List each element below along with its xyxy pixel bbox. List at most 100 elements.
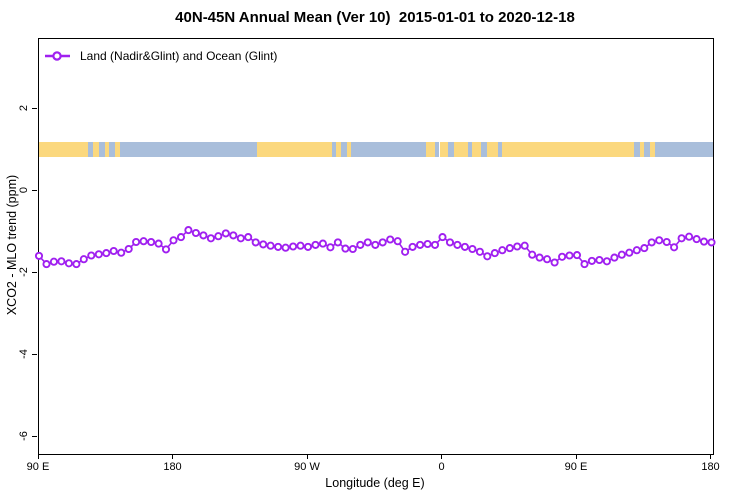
data-point-marker: [311, 240, 320, 249]
data-point-marker: [244, 233, 253, 242]
map-strip-segment-ocean: [467, 141, 473, 158]
data-point-marker: [348, 244, 357, 254]
data-point-marker: [296, 241, 305, 250]
data-point-marker: [632, 246, 641, 255]
y-tick-label: 0: [18, 187, 30, 194]
data-point-marker: [543, 255, 552, 264]
y-tick-label: -6: [18, 431, 30, 442]
data-point-marker: [438, 233, 447, 242]
map-strip-segment-land: [39, 141, 89, 158]
data-point-marker: [498, 246, 507, 255]
x-tick-mark: [441, 454, 442, 459]
map-strip-segment-ocean: [351, 141, 427, 158]
data-point-marker: [558, 252, 567, 261]
map-strip-segment-ocean: [435, 141, 440, 158]
x-tick-label: 180: [701, 461, 720, 473]
data-point-marker: [251, 238, 260, 247]
y-tick-label: 2: [18, 105, 30, 112]
data-point-marker: [341, 244, 350, 253]
data-point-marker: [281, 243, 290, 252]
data-point-marker: [57, 257, 66, 266]
y-tick-mark: [32, 435, 37, 437]
data-point-marker: [580, 260, 589, 269]
legend: Land (Nadir&Glint) and Ocean (Glint): [44, 49, 277, 63]
data-point-marker: [587, 256, 596, 265]
y-tick-label: -4: [18, 349, 30, 360]
data-point-marker: [356, 240, 365, 249]
map-strip-segment-ocean: [340, 141, 347, 158]
data-point-marker: [483, 252, 492, 261]
data-point-marker: [102, 249, 111, 258]
data-point-marker: [513, 242, 522, 251]
data-point-marker: [595, 255, 604, 265]
chart-title: 40N-45N Annual Mean (Ver 10) 2015-01-01 …: [175, 9, 575, 26]
data-point-marker: [662, 237, 671, 247]
data-point-marker: [363, 238, 372, 247]
data-point-marker: [132, 237, 141, 247]
data-point-marker: [259, 240, 268, 249]
map-strip-segment-land: [454, 141, 468, 158]
map-strip-segment-ocean: [98, 141, 105, 158]
map-strip-segment-land: [502, 141, 634, 158]
data-point-marker: [505, 244, 514, 253]
data-point-marker: [625, 248, 634, 257]
map-strip-segment-land: [346, 141, 352, 158]
data-point-marker: [490, 249, 499, 258]
data-point-marker: [423, 239, 432, 249]
x-tick-label: 90 E: [26, 461, 50, 473]
data-point-marker: [699, 237, 709, 246]
data-point-marker: [453, 240, 462, 249]
map-strip-segment-land: [439, 141, 449, 158]
data-point-marker: [79, 255, 88, 264]
data-point-marker: [184, 226, 193, 235]
map-strip-segment-land: [472, 141, 482, 158]
data-point-marker: [692, 235, 701, 244]
data-point-marker: [685, 232, 694, 241]
data-point-marker: [214, 232, 223, 241]
data-point-marker: [333, 238, 342, 247]
data-point-marker: [236, 234, 245, 243]
data-point-marker: [109, 246, 118, 256]
x-tick-mark: [172, 454, 173, 459]
legend-marker-icon: [45, 51, 70, 61]
data-point-marker: [326, 243, 335, 252]
data-point-marker: [221, 229, 230, 238]
data-point-marker: [416, 240, 425, 249]
data-point-marker: [677, 234, 686, 243]
map-strip-segment-ocean: [644, 141, 651, 158]
data-point-marker: [289, 242, 298, 251]
data-point-marker: [64, 259, 73, 268]
data-point-marker: [139, 237, 148, 246]
data-series-svg: [34, 226, 716, 269]
data-point-marker: [386, 235, 395, 244]
data-point-marker: [610, 253, 619, 262]
data-point-marker: [707, 238, 716, 247]
data-point-marker: [475, 247, 484, 256]
map-strip-segment-land: [115, 141, 120, 158]
map-strip-segment-land: [426, 141, 436, 158]
data-point-marker: [565, 251, 574, 260]
data-point-marker: [229, 231, 238, 240]
data-point-marker: [154, 239, 163, 248]
map-strip-segment-ocean: [633, 141, 640, 158]
x-tick-label: 90 W: [294, 461, 320, 473]
data-point-marker: [617, 250, 626, 259]
data-point-marker: [408, 242, 417, 251]
plot-area: Land (Nadir&Glint) and Ocean (Glint): [34, 38, 716, 455]
y-tick-mark: [32, 189, 37, 191]
land-ocean-map-strip: [39, 141, 713, 158]
y-axis-title: XCO2 - MLO trend (ppm): [5, 174, 19, 316]
data-point-marker: [393, 237, 402, 246]
data-point-marker: [318, 239, 327, 248]
map-strip-segment-ocean: [448, 141, 455, 158]
map-strip-segment-land: [487, 141, 498, 158]
map-strip-segment-land: [92, 141, 99, 158]
map-strip-segment-ocean: [654, 141, 713, 158]
data-point-marker: [266, 241, 275, 250]
data-point-marker: [550, 258, 559, 267]
y-tick-mark: [32, 353, 37, 355]
x-tick-label: 0: [438, 461, 445, 473]
data-point-marker: [199, 231, 208, 240]
data-point-marker: [94, 250, 103, 259]
map-strip-segment-ocean: [331, 141, 337, 158]
